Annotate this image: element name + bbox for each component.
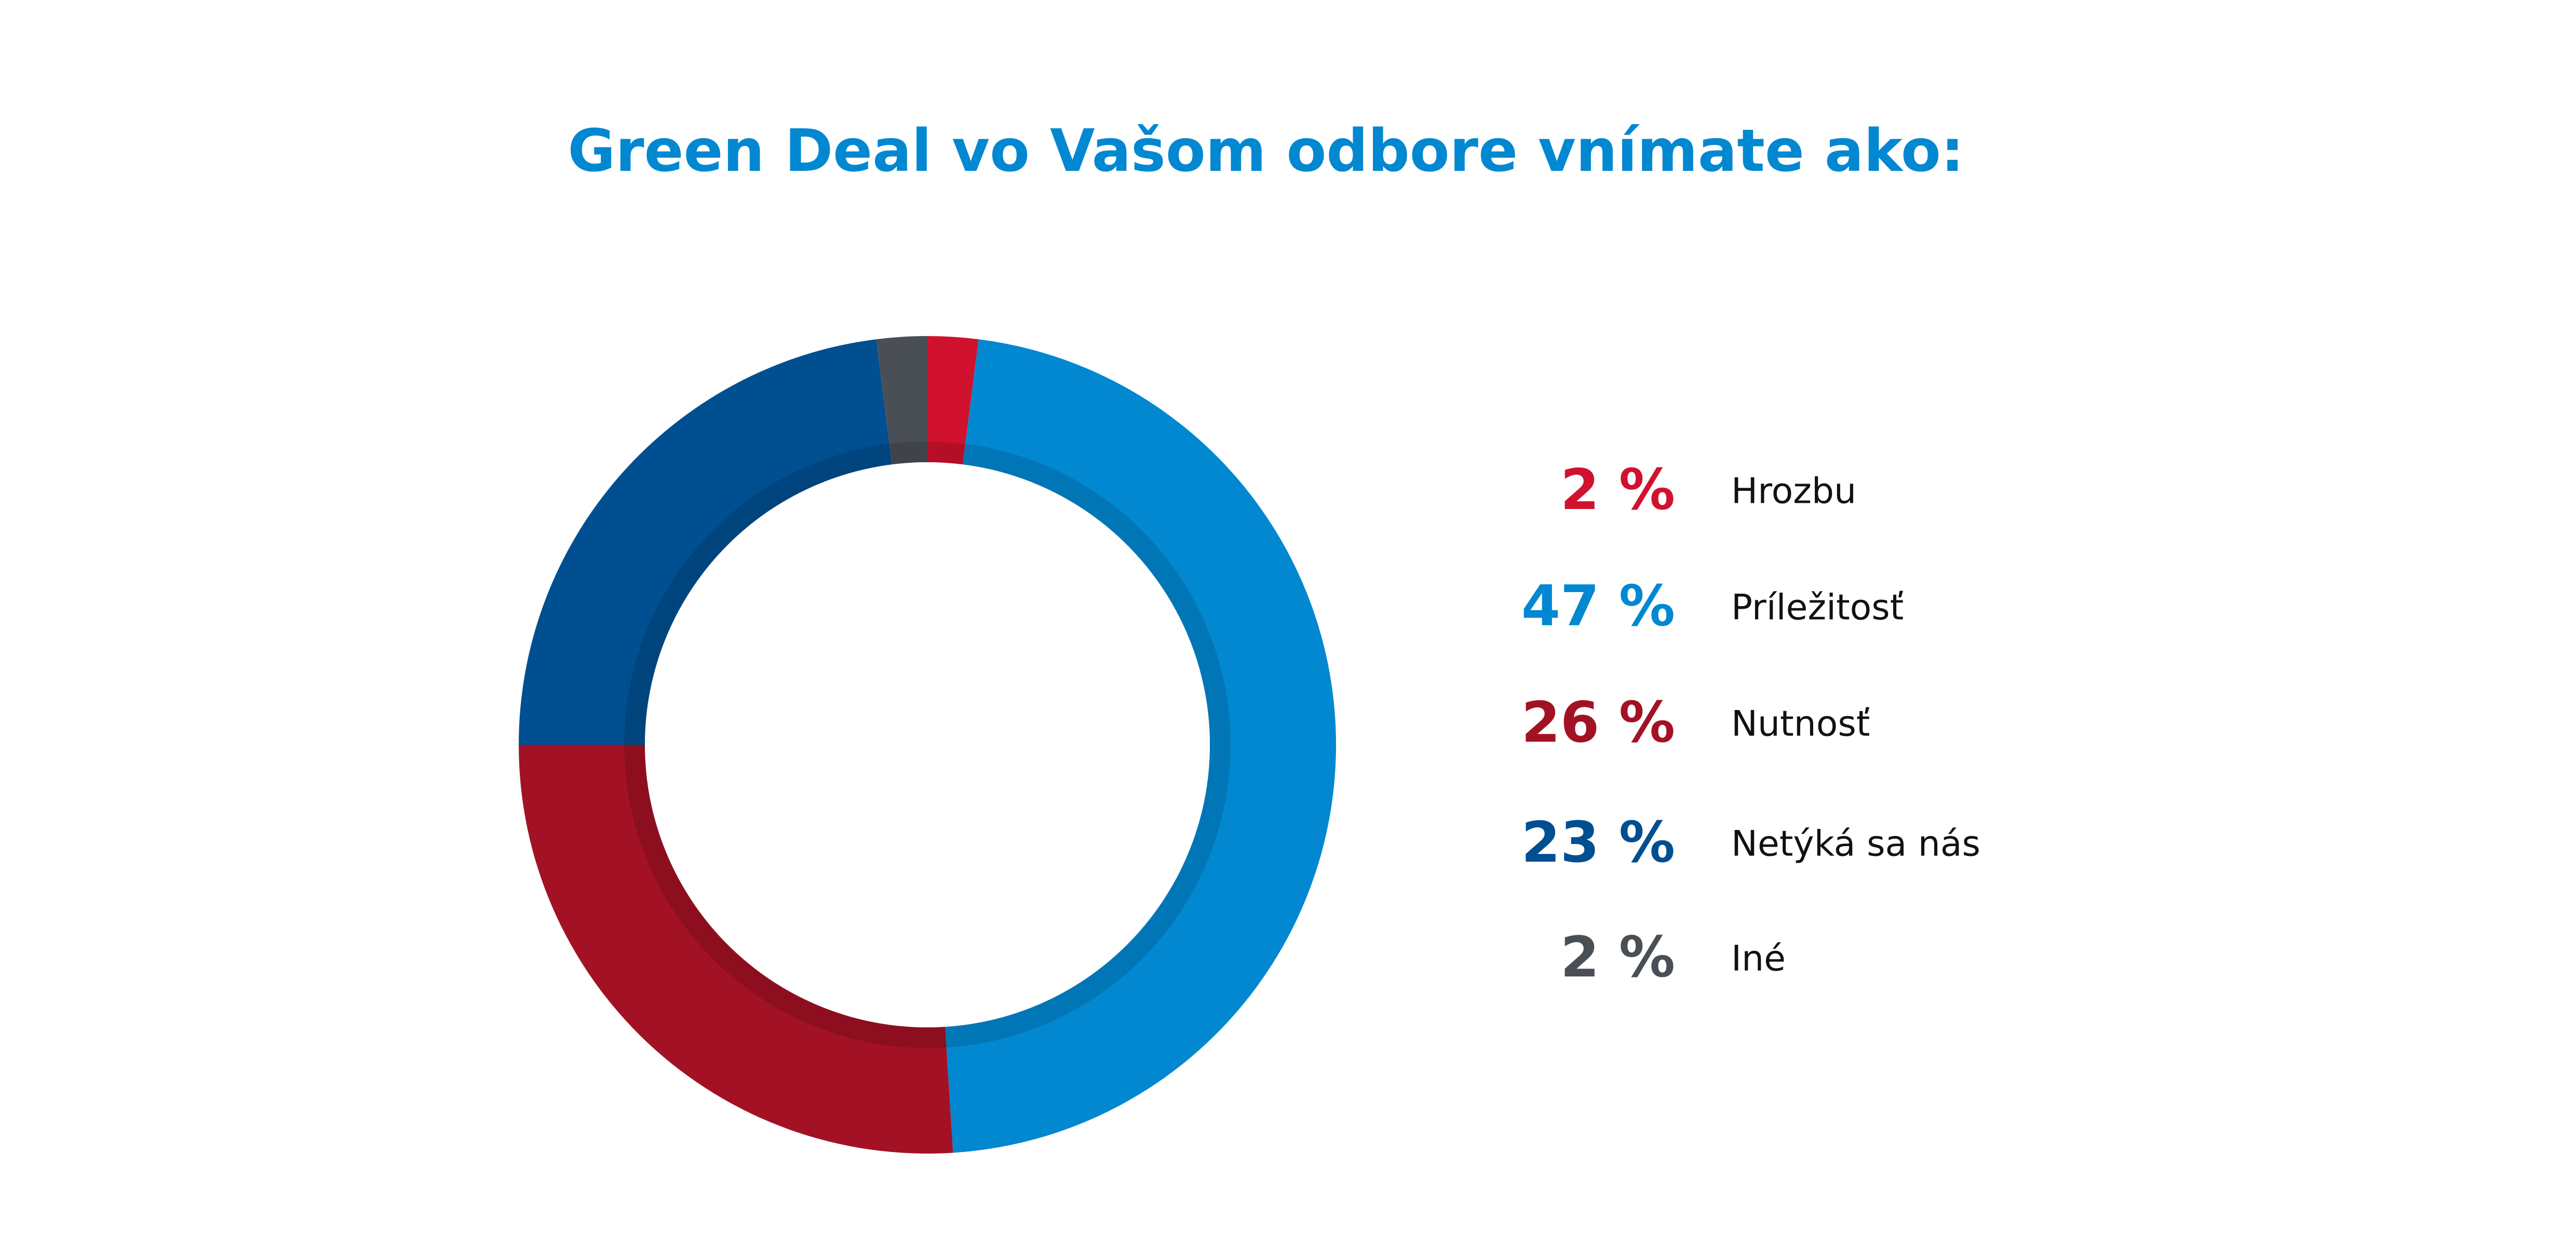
donut-slice: [519, 745, 953, 1154]
legend-label: Iné: [1731, 939, 1786, 980]
legend-label: Príležitosť: [1731, 587, 1904, 628]
legend-value: 23 %: [1521, 810, 1675, 875]
donut-slice: [945, 339, 1336, 1153]
legend-value: 26 %: [1521, 690, 1675, 755]
chart-title: Green Deal vo Vašom odbore vnímate ako:: [568, 117, 1964, 185]
inner-shadow: [624, 441, 1231, 1048]
donut-hole: [645, 462, 1210, 1027]
donut-slice: [519, 339, 892, 745]
donut-slice: [927, 336, 979, 465]
legend-label: Netýká sa nás: [1731, 824, 1980, 865]
legend-label: Nutnosť: [1731, 704, 1870, 745]
legend-label: Hrozbu: [1731, 471, 1856, 512]
legend-value: 2 %: [1560, 458, 1675, 523]
legend-value: 47 %: [1521, 574, 1675, 639]
donut-slice: [876, 336, 927, 465]
legend-value: 2 %: [1560, 925, 1675, 990]
